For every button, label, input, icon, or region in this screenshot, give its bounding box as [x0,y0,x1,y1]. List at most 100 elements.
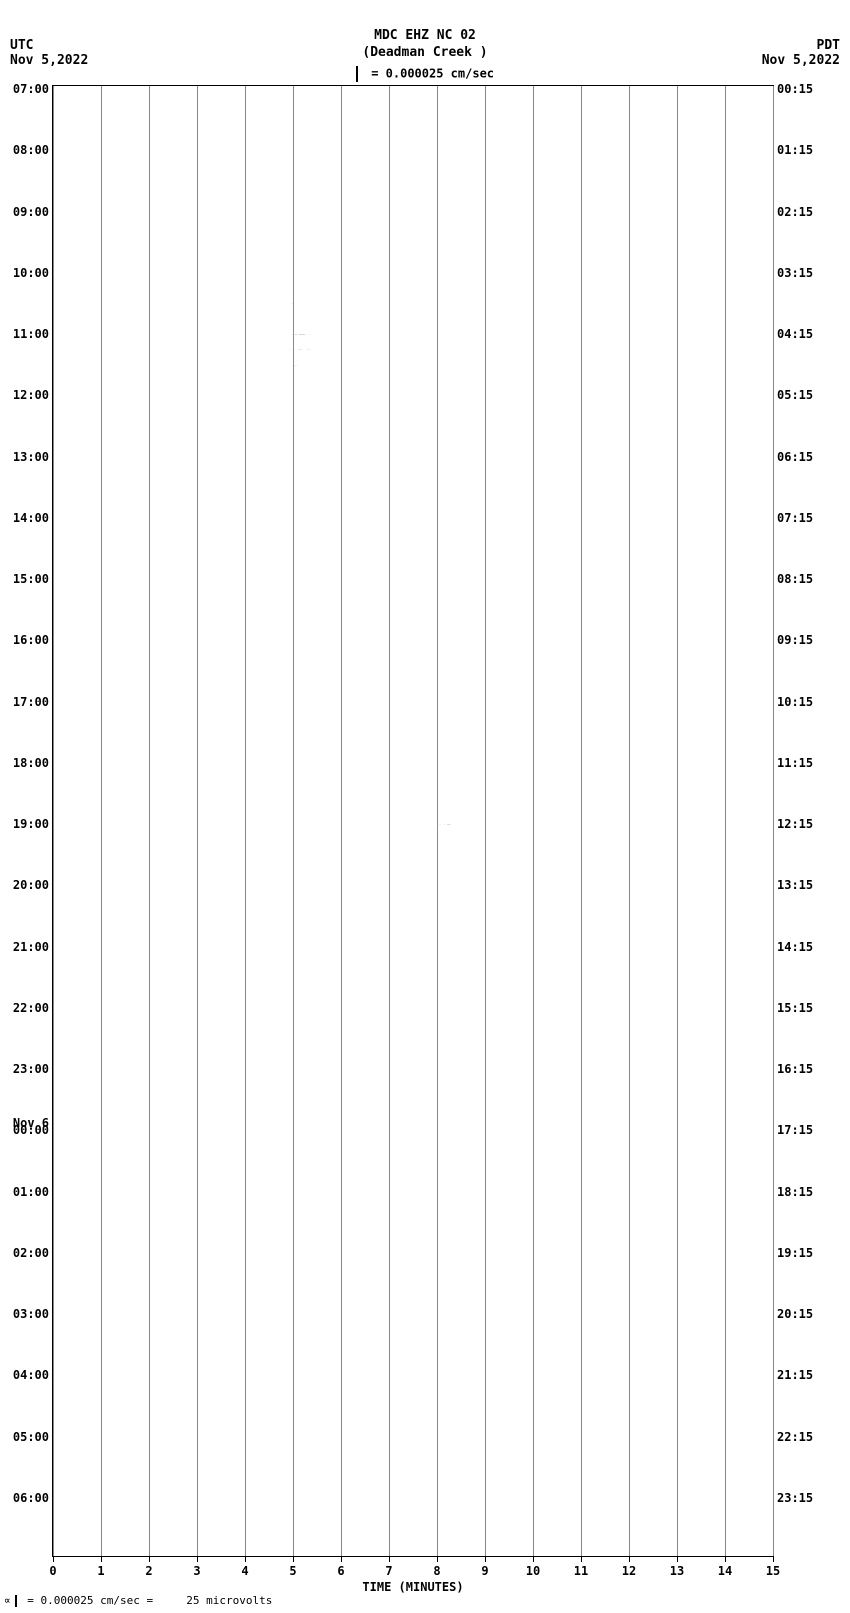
seismic-trace [53,747,773,748]
right-time-label: 00:15 [777,82,813,96]
x-tick [293,1556,294,1562]
seismic-trace [53,977,773,978]
x-tick-label: 14 [718,1564,732,1578]
seismic-trace [53,1406,773,1407]
x-tick [533,1556,534,1562]
seismic-trace [53,472,773,473]
right-time-label: 19:15 [777,1246,813,1260]
x-tick-label: 0 [49,1564,56,1578]
left-time-label: 16:00 [13,633,49,647]
left-time-label: 00:00 [13,1123,49,1137]
seismic-trace [53,518,773,519]
seismic-trace [53,594,773,595]
seismic-trace [53,702,773,703]
seismic-trace [53,640,773,641]
seismic-trace [53,1283,773,1284]
tz-left-date: Nov 5,2022 [10,53,88,68]
x-tick-label: 7 [385,1564,392,1578]
seismic-trace [53,273,773,274]
seismic-trace [53,1253,773,1254]
left-time-label: 22:00 [13,1001,49,1015]
grid-vertical [101,86,102,1556]
station-id: MDC EHZ NC 02 [0,28,850,45]
seismic-trace [53,1192,773,1193]
grid-vertical [389,86,390,1556]
x-tick-label: 13 [670,1564,684,1578]
right-time-label: 22:15 [777,1430,813,1444]
seismic-trace [53,457,773,458]
seismic-trace [53,1008,773,1009]
seismic-trace [53,855,773,856]
seismic-trace [53,181,773,182]
seismic-trace [53,656,773,657]
seismic-trace [53,839,773,840]
x-tick [245,1556,246,1562]
seismic-trace [53,1176,773,1177]
seismic-trace [53,212,773,213]
left-time-label: 15:00 [13,572,49,586]
x-tick-label: 2 [145,1564,152,1578]
right-time-label: 13:15 [777,878,813,892]
seismic-trace [53,671,773,672]
seismic-trace [53,1100,773,1101]
seismic-trace [53,395,773,396]
footer-text-b: 25 microvolts [186,1594,272,1607]
x-axis-title: TIME (MINUTES) [362,1580,463,1594]
left-time-label: 14:00 [13,511,49,525]
tz-left-block: UTC Nov 5,2022 [10,38,88,68]
seismic-trace [53,548,773,549]
right-time-label: 04:15 [777,327,813,341]
seismic-trace [53,1130,773,1131]
seismic-trace [53,1069,773,1070]
seismic-trace [53,104,773,105]
scale-bar-icon [15,1595,17,1607]
x-tick [725,1556,726,1562]
left-time-label: 01:00 [13,1185,49,1199]
seismic-trace [53,1146,773,1147]
header: MDC EHZ NC 02 (Deadman Creek ) = 0.00002… [0,0,850,82]
x-tick [773,1556,774,1562]
grid-vertical [629,86,630,1556]
left-time-label: 19:00 [13,817,49,831]
seismic-trace [53,89,773,90]
x-tick-label: 5 [289,1564,296,1578]
x-tick-label: 8 [433,1564,440,1578]
scale-bar-icon [356,66,358,82]
scale-indicator: = 0.000025 cm/sec [0,66,850,82]
grid-vertical [677,86,678,1556]
x-tick-label: 10 [526,1564,540,1578]
seismic-trace [53,901,773,902]
right-time-label: 14:15 [777,940,813,954]
right-time-label: 08:15 [777,572,813,586]
x-tick-label: 6 [337,1564,344,1578]
seismic-trace [53,1513,773,1514]
grid-vertical [197,86,198,1556]
seismic-trace [53,992,773,993]
seismic-trace [53,1528,773,1529]
seismic-trace [53,1038,773,1039]
x-tick-label: 1 [97,1564,104,1578]
x-tick [677,1556,678,1562]
seismic-trace [53,150,773,151]
seismic-trace [53,732,773,733]
x-tick [629,1556,630,1562]
grid-vertical [533,86,534,1556]
x-tick-label: 11 [574,1564,588,1578]
seismic-trace [53,1375,773,1376]
seismic-trace [53,334,773,335]
seismic-trace [53,288,773,289]
grid-vertical [485,86,486,1556]
right-time-label: 20:15 [777,1307,813,1321]
right-time-label: 09:15 [777,633,813,647]
right-time-label: 07:15 [777,511,813,525]
grid-vertical [53,86,54,1556]
grid-vertical [245,86,246,1556]
seismic-trace [53,579,773,580]
x-tick [485,1556,486,1562]
seismic-trace [53,947,773,948]
seismic-trace [53,610,773,611]
left-time-label: 02:00 [13,1246,49,1260]
grid-vertical [149,86,150,1556]
seismic-trace [53,1482,773,1483]
station-location: (Deadman Creek ) [0,45,850,62]
